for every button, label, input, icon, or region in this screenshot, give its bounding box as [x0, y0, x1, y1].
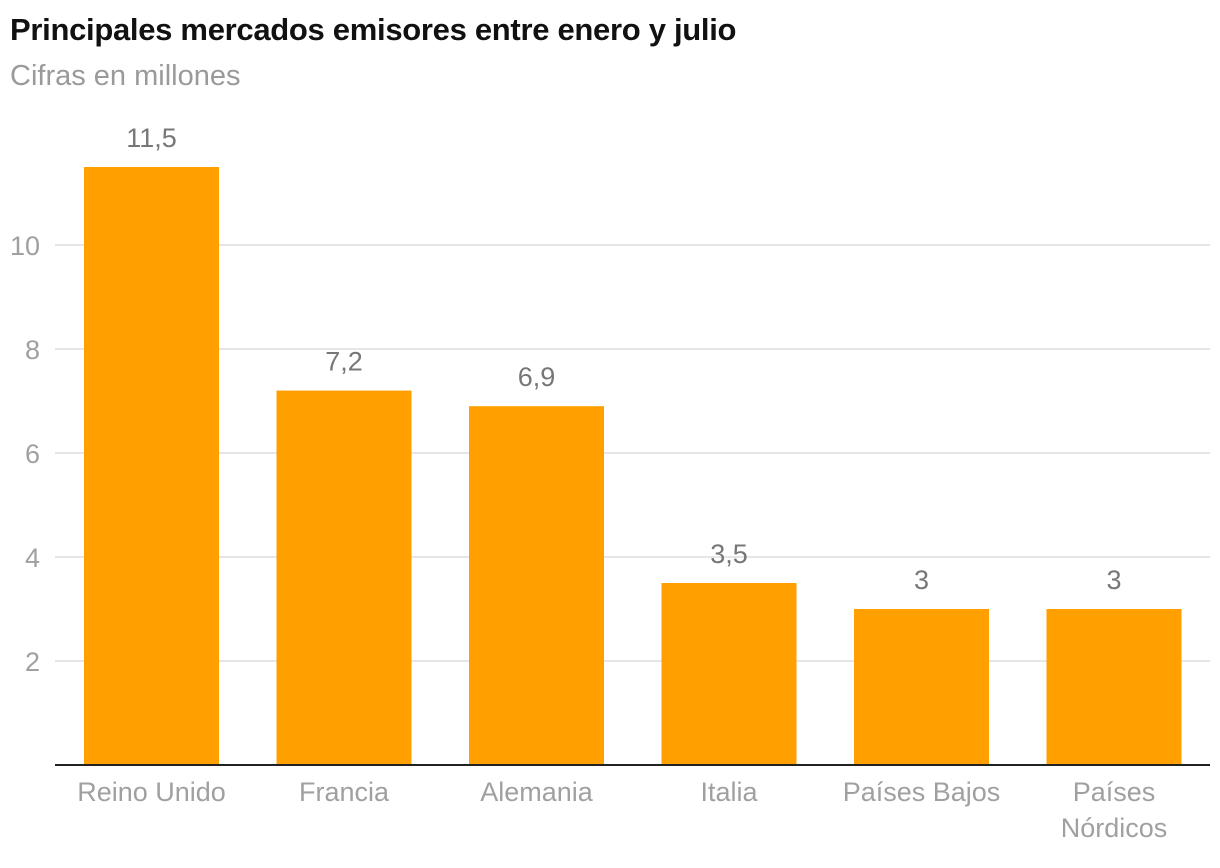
value-label: 3,5	[710, 539, 748, 569]
value-label: 7,2	[325, 347, 363, 377]
x-category-label: Francia	[299, 777, 390, 807]
x-category-label: Reino Unido	[77, 777, 226, 807]
value-label: 11,5	[126, 123, 177, 153]
chart-title: Principales mercados emisores entre ener…	[10, 12, 737, 47]
y-tick-label: 4	[25, 543, 40, 573]
bar	[854, 609, 989, 765]
x-category-label: Nórdicos	[1061, 813, 1168, 843]
bar	[276, 390, 412, 765]
bar	[469, 406, 604, 765]
bar	[661, 583, 797, 765]
y-tick-label: 2	[25, 647, 40, 677]
x-category-label: Alemania	[480, 777, 594, 807]
bar	[84, 167, 219, 765]
y-axis-ticks: 2 4 6 8 10	[10, 231, 40, 677]
x-category-label: Países Bajos	[843, 777, 1001, 807]
y-tick-label: 6	[25, 439, 40, 469]
chart-subtitle: Cifras en millones	[10, 60, 241, 92]
x-category-label: Países	[1073, 777, 1156, 807]
value-label: 3	[914, 565, 929, 595]
x-category-label: Italia	[700, 777, 758, 807]
x-axis-labels: Reino Unido Francia Alemania Italia Países B…	[77, 777, 1167, 843]
value-label: 3	[1106, 565, 1121, 595]
value-label: 6,9	[518, 362, 556, 392]
bar	[1046, 609, 1182, 765]
bars	[84, 167, 1182, 765]
y-tick-label: 10	[10, 231, 40, 261]
value-labels: 11,5 7,2 6,9 3,5 3 3	[126, 123, 1121, 595]
gridlines	[55, 244, 1210, 662]
y-tick-label: 8	[25, 335, 40, 365]
